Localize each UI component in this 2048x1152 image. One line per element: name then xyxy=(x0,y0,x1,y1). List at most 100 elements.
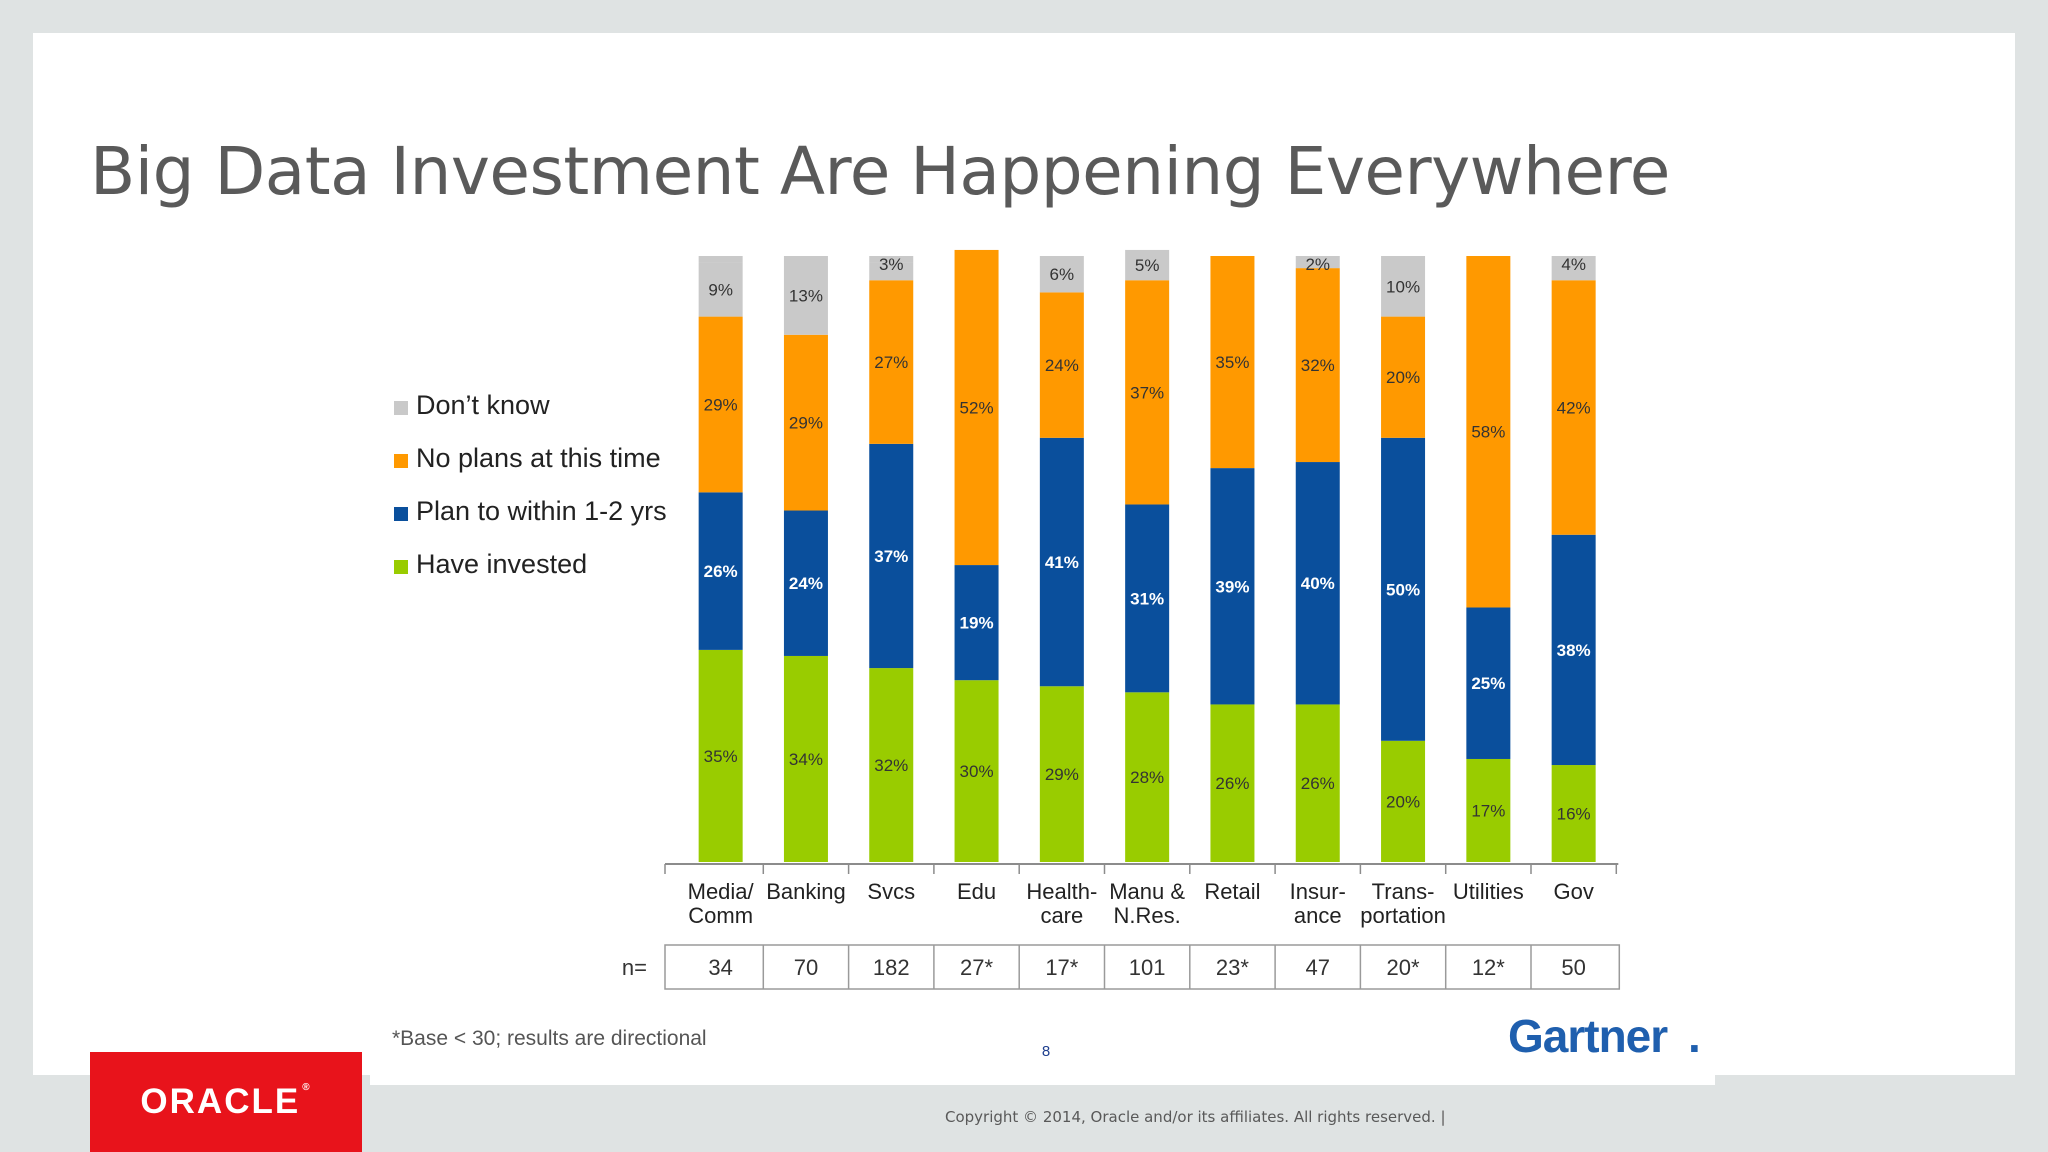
category-label: Edu xyxy=(957,879,996,904)
data-label: 35% xyxy=(704,747,738,766)
bar-segment xyxy=(783,256,828,335)
category-label: Comm xyxy=(688,903,753,928)
data-label: 29% xyxy=(704,395,738,414)
data-label: 19% xyxy=(960,614,994,633)
bar-segment xyxy=(698,492,743,650)
data-label: 4% xyxy=(1561,255,1586,274)
copyright-text: Copyright © 2014, Oracle and/or its affi… xyxy=(945,1108,1446,1126)
category-label: care xyxy=(1040,903,1083,928)
bar-segment xyxy=(1125,692,1170,862)
bar-segment xyxy=(1381,740,1426,862)
bar-segment xyxy=(869,668,914,862)
bar-segment xyxy=(1295,268,1340,463)
bar-segment xyxy=(954,249,999,566)
sample-size-value: 182 xyxy=(873,955,910,980)
data-label: 28% xyxy=(1130,768,1164,787)
bar-segment xyxy=(1466,256,1511,608)
sample-size-value: 101 xyxy=(1129,955,1166,980)
sample-size-table xyxy=(664,944,1621,990)
legend-swatch xyxy=(394,454,408,468)
data-label: 3% xyxy=(879,255,904,274)
data-label: 42% xyxy=(1557,399,1591,418)
bar-segment xyxy=(1210,256,1255,469)
bar-segment-remainder xyxy=(698,256,743,263)
category-label: Trans- xyxy=(1372,879,1435,904)
data-label: 35% xyxy=(1215,353,1249,372)
data-label: 9% xyxy=(708,280,733,299)
data-label: 16% xyxy=(1557,805,1591,824)
chart-panel: 35% 26% 29% 9% 34% 24% 29% 13% 32% 37% 27% 3% 30% 19%… xyxy=(370,240,1715,1085)
data-label: 26% xyxy=(1215,774,1249,793)
sample-size-value: 12* xyxy=(1472,955,1505,980)
category-label: Banking xyxy=(766,879,846,904)
bar-segment xyxy=(1466,607,1511,759)
category-label: Insur- xyxy=(1290,879,1346,904)
bar-segment xyxy=(1039,437,1084,687)
sample-size-value: 34 xyxy=(708,955,732,980)
bar-segment xyxy=(1551,256,1596,281)
data-label: 20% xyxy=(1386,792,1420,811)
data-label: 41% xyxy=(1045,553,1079,572)
bar-segment xyxy=(1295,704,1340,862)
sample-size-value: 70 xyxy=(794,955,818,980)
data-label: 29% xyxy=(789,414,823,433)
data-label: 6% xyxy=(1050,265,1075,284)
page-number: 8 xyxy=(1042,1043,1050,1060)
bar-segment xyxy=(698,649,743,862)
bar-segment xyxy=(1125,280,1170,505)
bar-segment xyxy=(1551,280,1596,535)
legend-swatch xyxy=(394,507,408,521)
oracle-logo-text: ORACLE xyxy=(140,1082,301,1121)
category-label: Media/ xyxy=(688,879,755,904)
data-label: 34% xyxy=(789,750,823,769)
category-label: Retail xyxy=(1204,879,1260,904)
bar-segment xyxy=(869,443,914,669)
bar-segment xyxy=(783,334,828,511)
data-label: 32% xyxy=(1301,356,1335,375)
data-label: 24% xyxy=(789,574,823,593)
data-label: 10% xyxy=(1386,277,1420,296)
data-label: 32% xyxy=(874,756,908,775)
bar-segment xyxy=(1039,292,1084,438)
bar-segment xyxy=(1295,256,1340,269)
gartner-logo-dot: . xyxy=(1688,1010,1701,1062)
legend-swatch xyxy=(394,560,408,574)
data-label: 50% xyxy=(1386,580,1420,599)
bar-segment xyxy=(1039,686,1084,862)
bar-segment xyxy=(1551,765,1596,862)
data-label: 30% xyxy=(960,762,994,781)
bar-segment xyxy=(1466,758,1511,862)
bar-segment xyxy=(1125,504,1170,693)
gartner-logo: Gartner xyxy=(1508,1010,1668,1062)
data-label: 25% xyxy=(1471,674,1505,693)
bar-segment xyxy=(698,262,743,317)
slide-title: Big Data Investment Are Happening Everyw… xyxy=(90,133,1670,210)
footnote: *Base < 30; results are directional xyxy=(392,1027,707,1050)
legend-label: Don’t know xyxy=(416,390,550,420)
data-label: 29% xyxy=(1045,765,1079,784)
data-label: 17% xyxy=(1471,801,1505,820)
sample-size-label: n= xyxy=(622,955,647,980)
bar-segment xyxy=(1551,534,1596,766)
stacked-bar-chart: 35% 26% 29% 9% 34% 24% 29% 13% 32% 37% 27% 3% 30% 19%… xyxy=(392,249,1701,1062)
data-label: 39% xyxy=(1215,577,1249,596)
sample-size-value: 50 xyxy=(1561,955,1585,980)
sample-size-value: 23* xyxy=(1216,955,1249,980)
category-label: N.Res. xyxy=(1114,903,1181,928)
bar-segment xyxy=(954,680,999,862)
data-label: 31% xyxy=(1130,589,1164,608)
data-label: 13% xyxy=(789,286,823,305)
data-label: 5% xyxy=(1135,256,1160,275)
category-label: Gov xyxy=(1553,879,1593,904)
data-label: 37% xyxy=(874,547,908,566)
category-label: Health- xyxy=(1026,879,1097,904)
legend-swatch xyxy=(394,401,408,415)
sample-size-value: 20* xyxy=(1387,955,1420,980)
bar-segment xyxy=(1295,462,1340,705)
category-label: Svcs xyxy=(867,879,915,904)
bar-segment xyxy=(1381,256,1426,317)
oracle-logo: ORACLE ® xyxy=(90,1052,362,1152)
bar-segment-remainder xyxy=(869,256,914,263)
category-label: Manu & xyxy=(1109,879,1185,904)
bar-segment xyxy=(1125,249,1170,281)
